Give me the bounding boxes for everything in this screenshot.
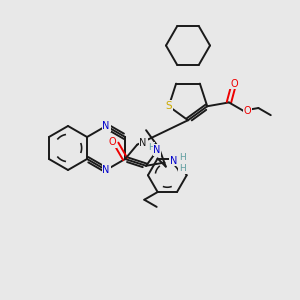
Text: O: O [243,106,251,116]
Text: O: O [109,137,116,147]
Text: S: S [165,101,172,111]
Text: N: N [140,138,147,148]
Text: O: O [230,79,238,88]
Text: H: H [148,143,154,152]
Text: H: H [179,164,186,173]
Text: N: N [102,121,110,131]
Text: N: N [153,145,161,155]
Text: N: N [102,165,110,175]
Text: N: N [170,156,177,166]
Text: H: H [179,153,186,162]
